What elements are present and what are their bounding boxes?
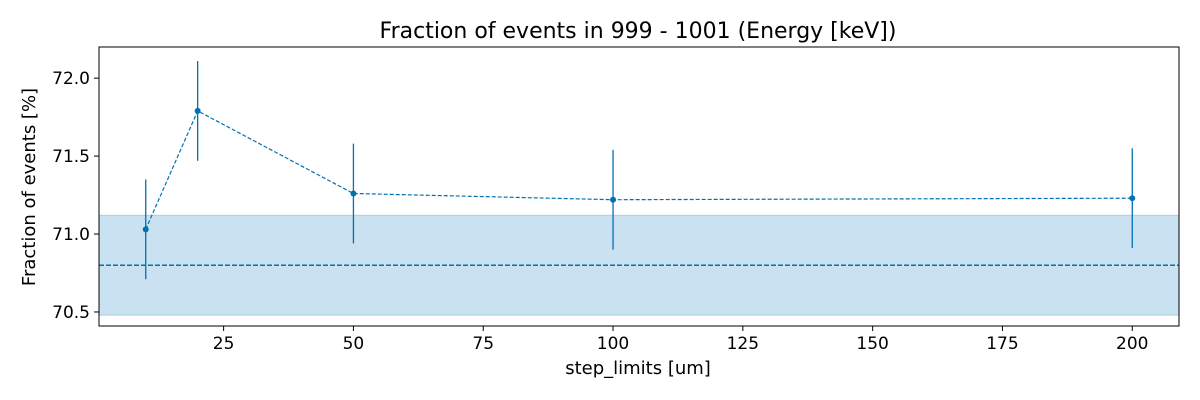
axis-ticks: 25 50 75 100 125 150 175 200 70.5 71.0 71.5 72.0: [52, 69, 1148, 354]
y-tick-label: 70.5: [52, 303, 90, 323]
data-point: [194, 107, 201, 114]
data-point: [610, 196, 617, 203]
x-tick-label: 100: [597, 334, 629, 354]
x-tick-label: 75: [472, 334, 494, 354]
x-axis-label: step_limits [um]: [565, 358, 711, 379]
x-tick-label: 25: [213, 334, 235, 354]
data-point: [1129, 195, 1136, 202]
y-tick-label: 71.5: [52, 147, 90, 167]
x-tick-label: 50: [343, 334, 365, 354]
data-point: [350, 190, 357, 197]
plot-frame: [98, 46, 1180, 327]
series-line: [145, 110, 1133, 230]
x-tick-label: 175: [986, 334, 1018, 354]
x-tick-label: 150: [856, 334, 888, 354]
x-tick-label: 200: [1116, 334, 1148, 354]
data-point: [142, 226, 149, 233]
chart-title: Fraction of events in 999 - 1001 (Energy…: [380, 19, 897, 44]
x-tick-label: 125: [727, 334, 759, 354]
y-tick-label: 72.0: [52, 69, 90, 89]
plot-area: [98, 61, 1180, 316]
y-axis-label: Fraction of events [%]: [19, 88, 40, 286]
y-tick-label: 71.0: [52, 225, 90, 245]
